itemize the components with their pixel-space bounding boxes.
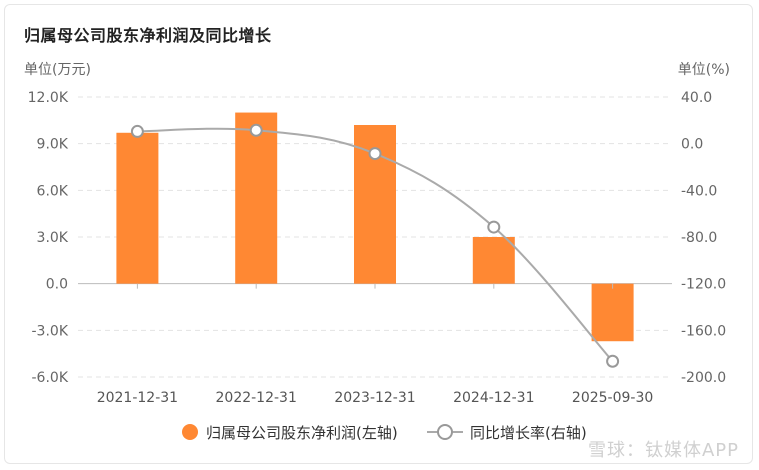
growth-rate-point: [606, 354, 620, 368]
right-tick-label: -120.0: [681, 277, 726, 293]
bar: [591, 283, 634, 342]
growth-rate-point: [487, 220, 501, 234]
legend-line-label: 同比增长率(右轴): [470, 424, 587, 442]
left-tick-label: 3.0K: [37, 230, 69, 246]
right-tick-label: -40.0: [681, 183, 717, 199]
left-tick-label: 12.0K: [28, 90, 69, 106]
right-tick-label: -160.0: [681, 323, 726, 339]
growth-rate-point: [368, 147, 382, 161]
x-tick-label: 2024-12-31: [453, 390, 534, 406]
legend-bar-label: 归属母公司股东净利润(左轴): [206, 424, 398, 442]
x-tick-label: 2023-12-31: [334, 390, 415, 406]
legend-bar-marker: [182, 424, 198, 440]
legend-line-point: [437, 424, 453, 440]
bar: [235, 112, 278, 284]
left-tick-label: -3.0K: [32, 323, 69, 339]
growth-rate-point: [130, 124, 144, 138]
right-tick-label: -80.0: [681, 230, 717, 246]
x-tick-label: 2025-09-30: [572, 390, 653, 406]
chart-title: 归属母公司股东净利润及同比增长: [24, 26, 272, 45]
left-tick-label: -6.0K: [32, 370, 69, 386]
bar: [472, 237, 515, 284]
left-tick-label: 9.0K: [37, 137, 69, 153]
left-axis-unit: 单位(万元): [24, 62, 91, 78]
right-tick-label: -200.0: [681, 370, 726, 386]
right-tick-label: 0.0: [681, 137, 703, 153]
bar: [116, 132, 159, 284]
growth-rate-point: [249, 123, 263, 137]
watermark: 雪球：钛媒体APP: [587, 440, 739, 461]
left-tick-label: 6.0K: [37, 183, 69, 199]
x-tick-label: 2021-12-31: [97, 390, 178, 406]
right-tick-label: 40.0: [681, 90, 712, 106]
right-axis-unit: 单位(%): [678, 62, 730, 78]
x-tick-label: 2022-12-31: [216, 390, 297, 406]
left-tick-label: 0.0: [46, 277, 68, 293]
